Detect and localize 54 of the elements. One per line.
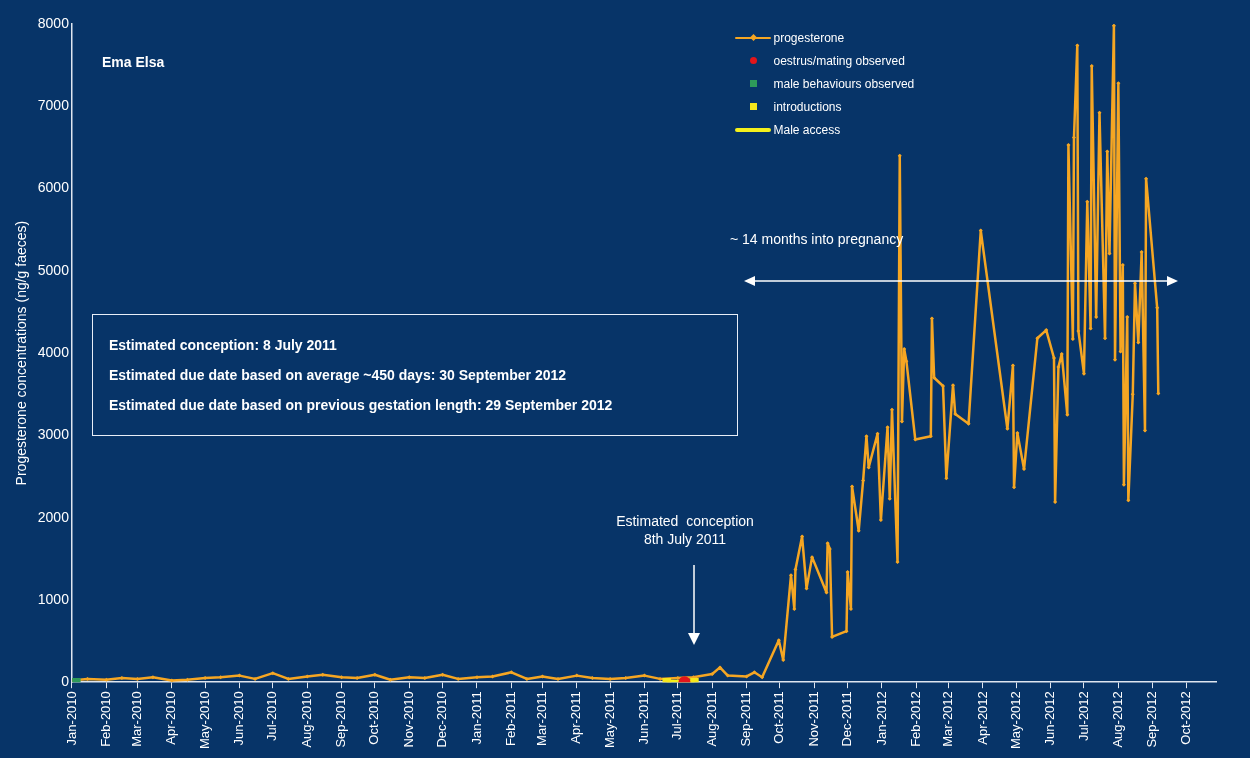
y-tick-label: 6000 [37,179,70,196]
x-tick-label: Jun-2012 [1042,691,1058,746]
x-tick-label: Jun-2011 [636,691,652,745]
x-tick-label: Sep-2010 [333,691,349,748]
annotation: Estimated conception 8th July 2011 [615,512,755,548]
y-tick-label: 0 [61,673,70,690]
x-tick-label: Mar-2010 [128,691,144,747]
legend-label: oestrus/mating observed [773,53,905,68]
x-tick-label: May-2012 [1007,691,1023,749]
x-tick-label: Apr-2011 [568,691,584,744]
x-tick-label: Jan-2012 [873,691,889,746]
y-tick-label: 4000 [37,343,70,360]
x-tick-label: Jul-2012 [1075,691,1091,742]
legend-label: progesterone [773,30,845,45]
x-tick-label: Jun-2010 [231,691,247,746]
x-tick-label: Dec-2011 [839,691,855,747]
x-tick-label: Oct-2010 [366,691,382,745]
x-tick-label: Oct-2011 [771,691,787,744]
y-tick-label: 3000 [37,426,70,443]
x-tick-label: Sep-2012 [1144,691,1160,748]
x-tick-label: Feb-2010 [97,691,113,747]
x-tick-label: Oct-2012 [1177,691,1193,745]
x-tick-label: Mar-2011 [534,691,550,746]
legend-label: male behaviours observed [773,76,915,91]
x-tick-label: Apr-2012 [974,691,990,745]
x-tick-label: Jan-2010 [63,691,79,746]
x-tick-label: Jul-2011 [669,691,685,741]
x-tick-label: Nov-2011 [805,691,821,747]
text: Ema Elsa [101,54,165,70]
y-tick-label: 1000 [37,590,70,607]
x-tick-label: Aug-2010 [298,691,314,748]
x-tick-label: Jan-2011 [468,691,484,745]
x-tick-label: May-2010 [196,691,212,749]
x-tick-label: Feb-2012 [907,691,923,747]
y-tick-label: 2000 [37,508,70,525]
y-tick-label: 7000 [37,97,70,114]
x-tick-label: Feb-2011 [502,691,518,746]
y-tick-label: 8000 [37,14,70,31]
annotation: Estimated conception: 8 July 2011 [108,337,338,353]
x-tick-label: May-2011 [601,691,617,749]
x-tick-label: Sep-2011 [738,691,754,747]
x-tick-label: Dec-2010 [434,691,450,748]
x-tick-label: Apr-2010 [163,691,179,745]
y-axis-title: Progesterone concentrations (ng/g faeces) [13,220,30,486]
x-tick-label: Nov-2010 [400,691,416,748]
x-tick-label: Aug-2011 [703,691,719,747]
y-tick-label: 5000 [37,261,70,278]
x-tick-label: Aug-2012 [1109,691,1125,748]
annotation: Estimated due date based on previous gestation length: 29 September 2012 [108,397,614,413]
x-tick-label: Jul-2010 [264,691,280,742]
legend-label: Male access [773,122,841,137]
legend-label: introductions [773,99,842,114]
annotation: Estimated due date based on average ~450 days: 30 September 2012 [108,367,568,383]
x-tick-label: Mar-2012 [940,691,956,747]
